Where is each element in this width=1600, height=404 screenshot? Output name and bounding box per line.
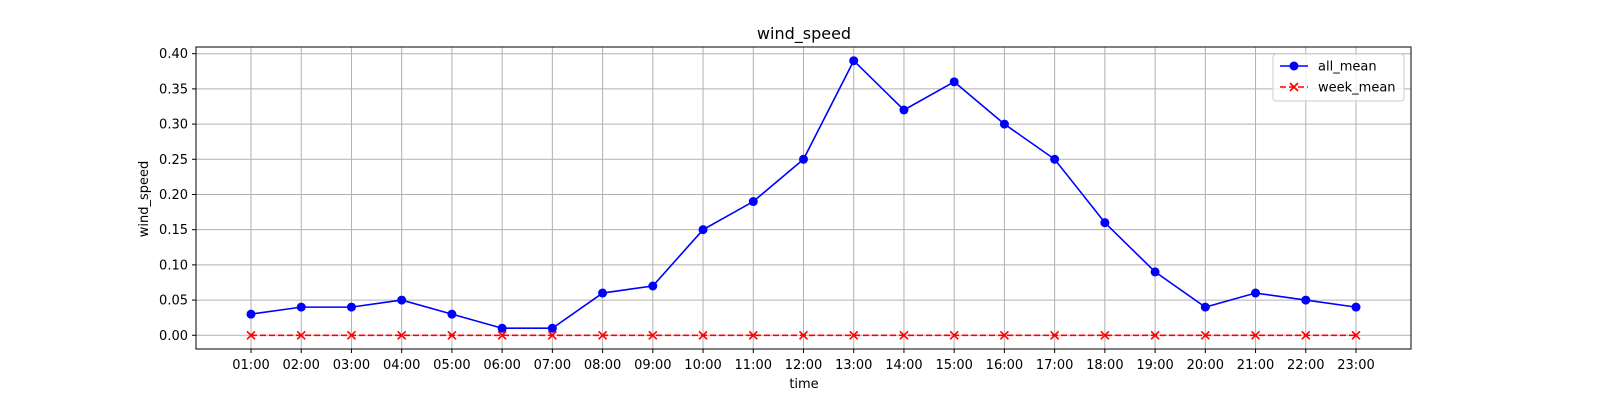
data-point-week_mean: [1301, 330, 1311, 340]
data-point-all_mean: [849, 56, 859, 66]
data-point-all_mean: [698, 225, 708, 235]
legend: all_mean week_mean: [1272, 53, 1405, 102]
data-point-all_mean: [1301, 295, 1311, 305]
data-point-all_mean: [1100, 218, 1110, 228]
series-group: [246, 56, 1361, 340]
data-point-all_mean: [296, 302, 306, 312]
x-tick-label: 14:00: [885, 358, 922, 373]
data-point-week_mean: [849, 330, 859, 340]
x-tick-label: 08:00: [584, 358, 621, 373]
data-point-all_mean: [447, 309, 457, 319]
x-tick-label: 12:00: [785, 358, 822, 373]
data-point-week_mean: [999, 330, 1009, 340]
data-point-week_mean: [748, 330, 758, 340]
data-point-all_mean: [547, 323, 557, 333]
data-point-all_mean: [497, 323, 507, 333]
legend-label-week_mean: week_mean: [1318, 81, 1396, 96]
legend-label-all_mean: all_mean: [1318, 60, 1377, 75]
x-tick-label: 18:00: [1086, 358, 1123, 373]
data-point-week_mean: [497, 330, 507, 340]
x-tick-label: 23:00: [1337, 358, 1374, 373]
data-point-all_mean: [1251, 288, 1261, 298]
x-tick-label: 04:00: [383, 358, 420, 373]
chart-title: wind_speed: [757, 24, 851, 44]
x-axis-label: time: [789, 377, 818, 392]
data-point-week_mean: [246, 330, 256, 340]
data-point-week_mean: [1100, 330, 1110, 340]
data-point-week_mean: [447, 330, 457, 340]
x-tick-label: 15:00: [935, 358, 972, 373]
y-tick-label: 0.25: [159, 153, 188, 168]
data-point-all_mean: [1150, 267, 1160, 277]
legend-marker-all_mean: [1289, 61, 1299, 71]
x-tick-label: 16:00: [986, 358, 1023, 373]
x-tick-label: 20:00: [1187, 358, 1224, 373]
x-tick-label: 01:00: [232, 358, 269, 373]
x-tick-label: 19:00: [1136, 358, 1173, 373]
data-point-all_mean: [1050, 154, 1060, 164]
x-tick-label: 10:00: [684, 358, 721, 373]
data-point-week_mean: [698, 330, 708, 340]
data-point-all_mean: [949, 77, 959, 87]
data-point-all_mean: [999, 119, 1009, 129]
x-tick-label: 06:00: [483, 358, 520, 373]
data-point-week_mean: [1250, 330, 1261, 340]
x-tick-label: 22:00: [1287, 358, 1324, 373]
data-point-all_mean: [346, 302, 356, 312]
data-point-all_mean: [1351, 302, 1361, 312]
data-point-week_mean: [1050, 330, 1060, 340]
data-point-week_mean: [1150, 330, 1160, 340]
x-tick-label: 03:00: [333, 358, 370, 373]
data-point-week_mean: [648, 330, 658, 340]
data-point-week_mean: [397, 330, 407, 340]
data-point-all_mean: [246, 309, 256, 319]
x-tick-label: 13:00: [835, 358, 872, 373]
y-tick-label: 0.20: [159, 188, 188, 203]
y-tick-label: 0.15: [159, 223, 188, 238]
legend-marker-week_mean: [1289, 82, 1299, 92]
data-point-week_mean: [798, 330, 809, 340]
data-point-all_mean: [648, 281, 658, 291]
data-point-week_mean: [899, 330, 909, 340]
data-point-week_mean: [547, 330, 557, 340]
y-tick-label: 0.05: [159, 294, 188, 309]
data-point-all_mean: [598, 288, 608, 298]
y-tick-label: 0.10: [159, 258, 188, 273]
x-tick-label: 07:00: [534, 358, 571, 373]
data-point-week_mean: [1200, 330, 1210, 340]
x-tick-label: 11:00: [735, 358, 772, 373]
data-point-all_mean: [799, 154, 808, 164]
y-tick-label: 0.00: [159, 329, 188, 344]
x-tick-label: 21:00: [1237, 358, 1274, 373]
data-point-week_mean: [598, 330, 608, 340]
y-tick-label: 0.40: [159, 47, 188, 62]
data-point-week_mean: [296, 330, 306, 340]
y-tick-label: 0.30: [159, 118, 188, 133]
data-point-week_mean: [346, 330, 357, 340]
data-point-all_mean: [748, 197, 758, 207]
x-tick-label: 02:00: [282, 358, 319, 373]
data-point-all_mean: [1200, 302, 1210, 312]
axis-ticks: 01:00 02:00 03:00 04:00 05:00 06:00 07:00 08:00…: [159, 47, 1375, 373]
data-point-all_mean: [397, 295, 407, 305]
data-point-week_mean: [949, 330, 959, 340]
data-point-week_mean: [1351, 330, 1361, 340]
plot-frame: [195, 46, 1412, 350]
x-tick-label: 05:00: [433, 358, 470, 373]
y-tick-label: 0.35: [159, 82, 188, 97]
x-tick-label: 17:00: [1036, 358, 1073, 373]
y-axis-label: wind_speed: [137, 161, 152, 238]
x-tick-label: 09:00: [634, 358, 671, 373]
data-point-all_mean: [899, 105, 909, 115]
grid-lines: [196, 47, 1411, 349]
